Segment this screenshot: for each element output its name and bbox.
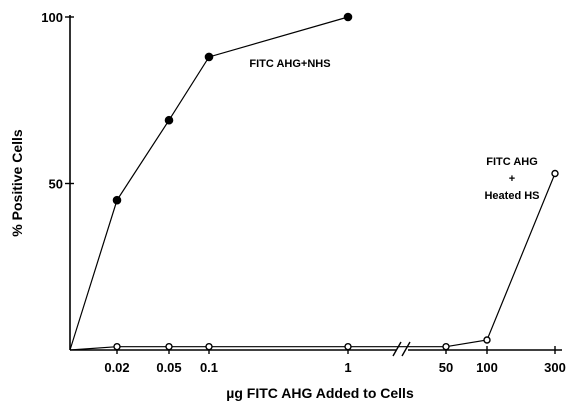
data-point (112, 195, 122, 205)
series-annotation: + (509, 173, 515, 185)
data-point (344, 342, 352, 351)
series-1 (69, 169, 559, 351)
data-point (164, 115, 174, 125)
y-axis-label: % Positive Cells (9, 129, 25, 237)
series-annotation: Heated HS (484, 190, 539, 202)
x-tick-label: 0.05 (156, 360, 181, 375)
x-tick-label: 50 (439, 360, 453, 375)
data-point (204, 52, 214, 62)
data-point (483, 336, 491, 344)
data-point (551, 169, 559, 178)
chart-series (69, 12, 559, 351)
axis-break-mark (401, 341, 411, 357)
chart-axes: 100 50 0.02 0.05 0.1 1 50 100 300 (41, 10, 566, 375)
chart-labels: µg FITC AHG Added to Cells % Positive Cel… (9, 58, 540, 401)
series-annotation: FITC AHG+NHS (249, 58, 330, 70)
x-tick-label: 0.02 (104, 360, 129, 375)
x-tick-label: 0.1 (200, 360, 218, 375)
axis-break-mark (392, 341, 402, 357)
series-0 (69, 12, 353, 351)
data-point (442, 342, 450, 351)
y-tick-label: 100 (41, 10, 63, 25)
data-point (113, 342, 121, 351)
x-tick-label: 1 (344, 360, 351, 375)
x-tick-label: 300 (544, 360, 566, 375)
series-annotation: FITC AHG (486, 156, 538, 168)
x-tick-label: 100 (476, 360, 498, 375)
y-tick-label: 50 (49, 177, 63, 192)
x-axis-label: µg FITC AHG Added to Cells (226, 385, 414, 401)
series-line (69, 173, 556, 351)
data-point (205, 342, 213, 351)
data-point (165, 342, 173, 351)
data-point (343, 12, 353, 22)
